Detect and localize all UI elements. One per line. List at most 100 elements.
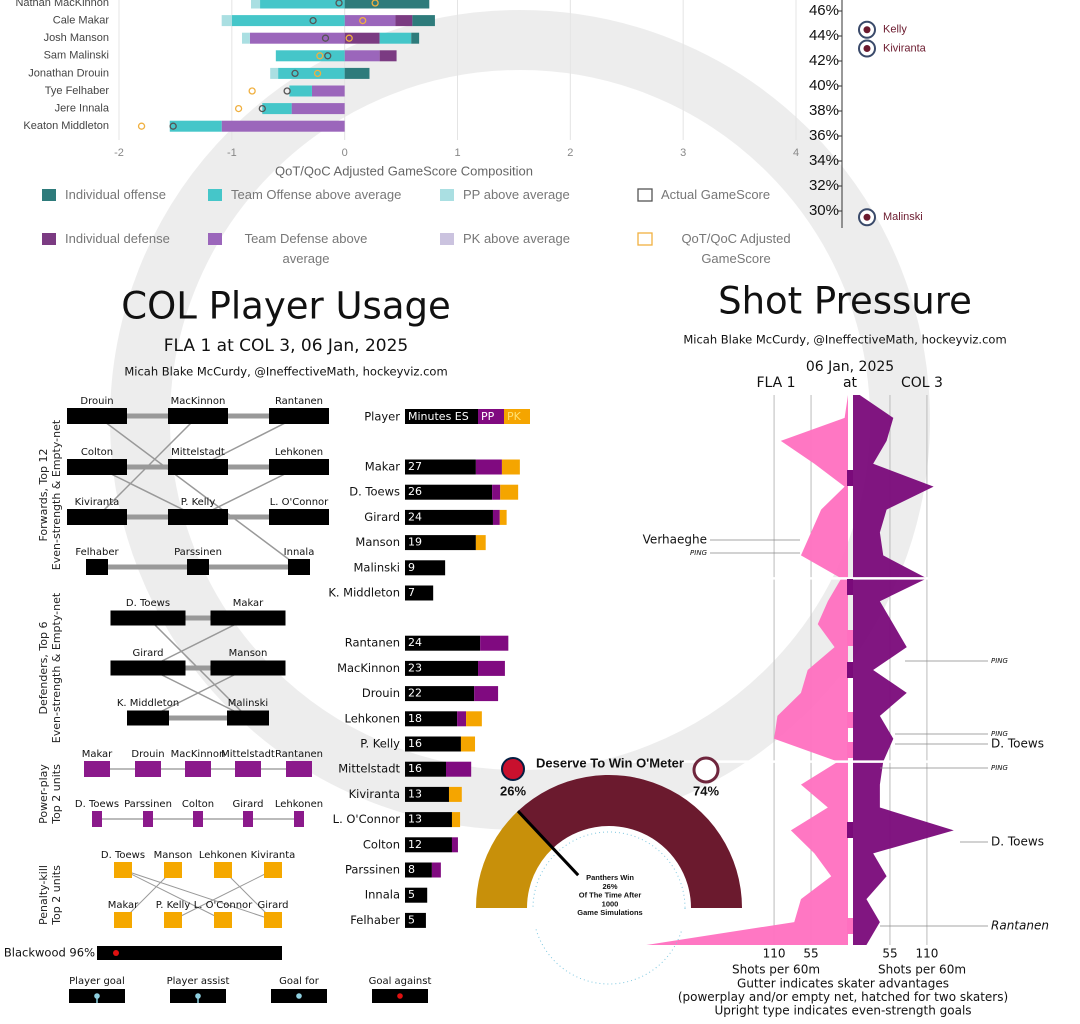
- minutes-player: MacKinnon: [337, 661, 400, 675]
- shot-credit: Micah Blake McCurdy, @IneffectiveMath, h…: [683, 333, 1006, 347]
- gauge-caption: Game Simulations: [577, 908, 642, 917]
- player-node: [210, 610, 286, 626]
- gauge-segment: [476, 811, 553, 908]
- player-label: Josh Manson: [44, 32, 109, 44]
- minutes-legend-swatch: [478, 409, 504, 424]
- player-node-label: D. Toews: [101, 850, 145, 861]
- annotation: Verhaeghe: [643, 533, 707, 547]
- x-tick-label: 55: [803, 947, 818, 961]
- x-tick-label: 3: [680, 147, 686, 159]
- player-node: [235, 761, 261, 777]
- goal-dot: [113, 950, 119, 956]
- player-node: [168, 459, 228, 475]
- gamescore-marker: [234, 104, 243, 113]
- annotation: PING: [991, 730, 1009, 738]
- y-tick-label: 30%: [809, 202, 839, 219]
- bar-segment: [289, 85, 312, 97]
- gamescore-marker: [316, 52, 324, 60]
- legend-label: Goal against: [369, 976, 432, 987]
- legend-label: Individual offense: [65, 187, 166, 202]
- player-node-label: MacKinnon: [171, 396, 226, 407]
- gutter-mark: [847, 579, 853, 595]
- player-node-label: Manson: [229, 648, 268, 659]
- connector: [122, 869, 224, 921]
- minutes-segment: [466, 711, 482, 727]
- connector: [147, 617, 249, 669]
- minutes-legend-label: Minutes ES: [408, 410, 469, 423]
- legend-swatch: [637, 188, 653, 202]
- minutes-player: Felhaber: [350, 913, 400, 927]
- player-label: Keaton Middleton: [23, 120, 109, 132]
- player-node-label: Manson: [154, 850, 193, 861]
- player-node-label: Kiviranta: [251, 850, 296, 861]
- gutter-mark: [847, 630, 853, 646]
- footnote: (powerplay and/or empty net, hatched for…: [678, 990, 1008, 1004]
- player-label: Jere Innala: [55, 103, 110, 115]
- player-node-label: Girard: [132, 648, 163, 659]
- player-node: [92, 811, 102, 827]
- player-node-label: Malinski: [228, 698, 268, 709]
- minutes-segment: [451, 812, 461, 828]
- connector: [172, 869, 274, 921]
- goalie-label: Blackwood 96%: [4, 946, 95, 960]
- minutes-segment: [478, 660, 505, 676]
- gamescore-marker: [324, 52, 332, 60]
- gamescore-marker: [371, 0, 379, 7]
- minutes-total: 24: [408, 636, 422, 649]
- connector: [96, 415, 300, 568]
- player-node: [269, 459, 329, 475]
- player-node: [286, 761, 312, 777]
- bar-segment: [291, 103, 345, 115]
- player-node-label: Rantanen: [275, 749, 323, 760]
- minutes-legend-swatch: [504, 409, 530, 424]
- minutes-player: Lehkonen: [344, 711, 400, 725]
- player-node: [187, 559, 209, 575]
- gauge-caption: 26%: [602, 882, 617, 891]
- player-node: [86, 559, 108, 575]
- away-team: FLA 1: [756, 375, 795, 391]
- footnote: Upright type indicates even-strength goa…: [714, 1004, 971, 1018]
- gutter-mark: [847, 662, 853, 678]
- minutes-total: 9: [408, 561, 415, 574]
- minutes-segment: [405, 560, 446, 576]
- minutes-total: 8: [408, 863, 415, 876]
- minutes-player: Malinski: [354, 560, 401, 574]
- bar-segment: [249, 32, 345, 44]
- player-node: [269, 408, 329, 424]
- player-node-label: Mittelstadt: [171, 447, 225, 458]
- legend-swatch: [42, 189, 56, 201]
- minutes-player: Mittelstadt: [338, 762, 400, 776]
- usage-title: COL Player Usage: [121, 285, 451, 328]
- player-node: [168, 408, 228, 424]
- bar-segment: [231, 15, 345, 27]
- minutes-segment: [475, 459, 502, 475]
- minutes-segment: [431, 862, 441, 878]
- player-node-label: Parssinen: [124, 799, 172, 810]
- minutes-segment: [405, 686, 475, 702]
- annotation: PING: [991, 657, 1009, 665]
- y-tick-label: 42%: [809, 52, 839, 69]
- minutes-segment: [474, 686, 499, 702]
- x-tick-label: 0: [342, 147, 348, 159]
- minutes-segment: [405, 736, 461, 752]
- x-tick-label: -2: [114, 147, 124, 159]
- player-node: [135, 761, 161, 777]
- section-label: Top 2 units: [50, 865, 63, 926]
- minutes-legend-label: PK: [507, 410, 522, 423]
- minutes-segment: [405, 509, 493, 525]
- legend-swatch: [208, 233, 222, 245]
- gutter-mark: [847, 742, 853, 758]
- player-node-label: L. O'Connor: [270, 497, 329, 508]
- bar-segment: [262, 103, 292, 115]
- player-node: [84, 761, 110, 777]
- minutes-total: 18: [408, 712, 422, 725]
- section-label: Power-play: [37, 764, 50, 824]
- minutes-segment: [492, 509, 500, 525]
- minutes-segment: [448, 786, 462, 802]
- x-axis-label: QoT/QoC Adjusted GameScore Composition: [275, 163, 533, 178]
- gauge-caption: 1000: [602, 899, 619, 908]
- y-tick-label: 44%: [809, 27, 839, 44]
- minutes-segment: [405, 484, 493, 500]
- bar-segment: [411, 32, 420, 44]
